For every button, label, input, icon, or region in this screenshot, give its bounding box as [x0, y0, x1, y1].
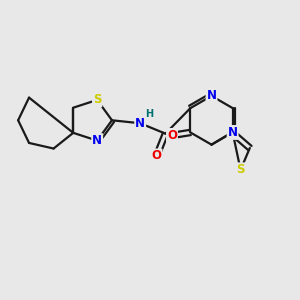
Text: O: O — [152, 149, 161, 162]
Text: S: S — [236, 163, 245, 176]
Text: S: S — [93, 93, 101, 106]
Text: N: N — [206, 89, 217, 102]
Text: N: N — [135, 117, 145, 130]
Text: O: O — [167, 129, 177, 142]
Text: N: N — [228, 126, 238, 139]
Text: H: H — [146, 109, 154, 119]
Text: N: N — [92, 134, 102, 147]
